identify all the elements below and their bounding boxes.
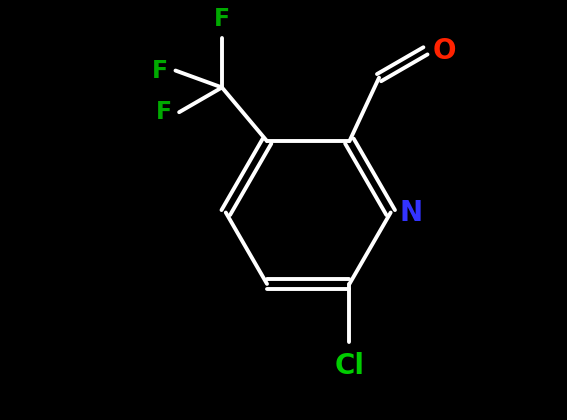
Text: F: F	[214, 7, 230, 31]
Text: N: N	[400, 199, 423, 226]
Text: F: F	[155, 100, 172, 124]
Text: F: F	[152, 58, 168, 83]
Text: O: O	[433, 37, 456, 65]
Text: Cl: Cl	[335, 352, 365, 380]
